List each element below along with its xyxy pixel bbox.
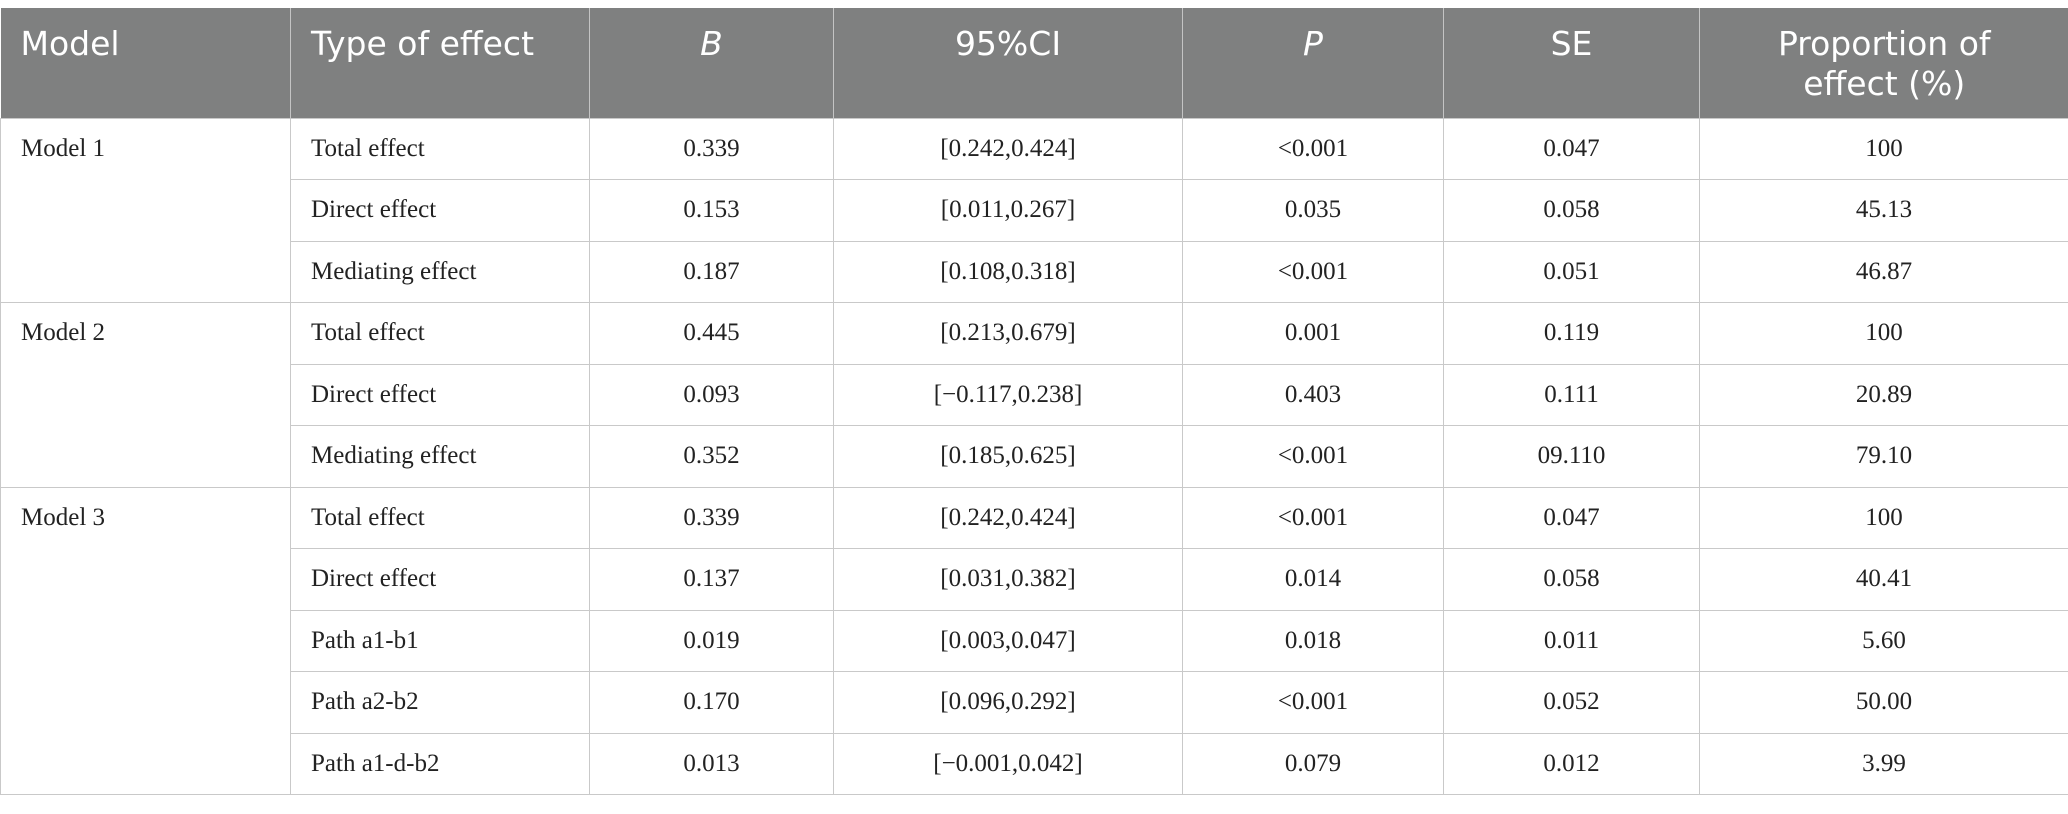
p-cell: <0.001 (1182, 486, 1444, 549)
b-cell: 0.093 (589, 363, 834, 426)
p-cell: <0.001 (1182, 425, 1444, 488)
table-header: Model Type of effect B 95%CI P SE Propor… (0, 8, 2068, 118)
b-cell: 0.013 (589, 732, 834, 795)
proportion-cell: 100 (1699, 486, 2068, 549)
effect-type-cell: Mediating effect (290, 240, 590, 303)
p-cell: 0.018 (1182, 609, 1444, 672)
b-cell: 0.339 (589, 117, 834, 180)
table-body: Model 1 Total effect 0.339 [0.242,0.424] <0.… (0, 117, 2068, 795)
header-row: Model Type of effect B 95%CI P SE Propor… (0, 8, 2068, 118)
b-cell: 0.019 (589, 609, 834, 672)
header-95ci: 95%CI (833, 8, 1183, 118)
p-cell: <0.001 (1182, 240, 1444, 303)
proportion-cell: 40.41 (1699, 548, 2068, 611)
proportion-cell: 79.10 (1699, 425, 2068, 488)
p-cell: 0.014 (1182, 548, 1444, 611)
b-cell: 0.339 (589, 486, 834, 549)
se-cell: 0.047 (1443, 117, 1700, 180)
effect-type-cell: Total effect (290, 117, 590, 180)
header-proportion-line1: Proportion of (1777, 24, 1991, 63)
p-cell: <0.001 (1182, 671, 1444, 734)
header-proportion: Proportion of effect (%) (1699, 8, 2068, 118)
model-cell: Model 2 (0, 302, 291, 488)
p-cell: 0.079 (1182, 732, 1444, 795)
b-cell: 0.137 (589, 548, 834, 611)
effect-type-cell: Total effect (290, 302, 590, 365)
se-cell: 0.012 (1443, 732, 1700, 795)
ci-cell: [0.003,0.047] (833, 609, 1183, 672)
b-cell: 0.352 (589, 425, 834, 488)
effect-type-cell: Path a1-d-b2 (290, 732, 590, 795)
proportion-cell: 5.60 (1699, 609, 2068, 672)
effect-type-cell: Direct effect (290, 179, 590, 242)
b-cell: 0.445 (589, 302, 834, 365)
effect-type-cell: Mediating effect (290, 425, 590, 488)
p-cell: 0.403 (1182, 363, 1444, 426)
se-cell: 0.051 (1443, 240, 1700, 303)
table-row: Mediating effect 0.187 [0.108,0.318] <0.001… (1, 240, 2068, 303)
table-row: Model 3 Total effect 0.339 [0.242,0.424] <0.… (0, 486, 2068, 795)
table-row: Mediating effect 0.352 [0.185,0.625] <0.001… (1, 425, 2068, 488)
effect-type-cell: Path a1-b1 (290, 609, 590, 672)
p-cell: <0.001 (1182, 117, 1444, 180)
proportion-cell: 3.99 (1699, 732, 2068, 795)
header-type-of-effect: Type of effect (290, 8, 590, 118)
table-row: Path a2-b2 0.170 [0.096,0.292] <0.001 0.052 5… (1, 671, 2068, 734)
se-cell: 0.058 (1443, 548, 1700, 611)
proportion-cell: 100 (1699, 302, 2068, 365)
proportion-cell: 20.89 (1699, 363, 2068, 426)
ci-cell: [0.096,0.292] (833, 671, 1183, 734)
ci-cell: [−0.001,0.042] (833, 732, 1183, 795)
ci-cell: [0.213,0.679] (833, 302, 1183, 365)
table-row: Direct effect 0.153 [0.011,0.267] 0.035 0.05… (1, 179, 2068, 242)
ci-cell: [0.185,0.625] (833, 425, 1183, 488)
se-cell: 0.011 (1443, 609, 1700, 672)
se-cell: 0.111 (1443, 363, 1700, 426)
proportion-cell: 100 (1699, 117, 2068, 180)
ci-cell: [0.242,0.424] (833, 486, 1183, 549)
se-cell: 0.047 (1443, 486, 1700, 549)
table-row: Direct effect 0.137 [0.031,0.382] 0.014 0.05… (1, 548, 2068, 611)
model-cell: Model 3 (0, 486, 291, 795)
p-cell: 0.001 (1182, 302, 1444, 365)
ci-cell: [0.242,0.424] (833, 117, 1183, 180)
table-row: Direct effect 0.093 [−0.117,0.238] 0.403 0.1… (1, 363, 2068, 426)
b-cell: 0.170 (589, 671, 834, 734)
ci-cell: [0.011,0.267] (833, 179, 1183, 242)
se-cell: 0.058 (1443, 179, 1700, 242)
header-proportion-line2: effect (%) (1803, 64, 1966, 103)
table-row: Model 1 Total effect 0.339 [0.242,0.424] <0.… (0, 117, 2068, 303)
table-row: Path a1-b1 0.019 [0.003,0.047] 0.018 0.011 5.… (1, 609, 2068, 672)
effect-type-cell: Total effect (290, 486, 590, 549)
ci-cell: [0.031,0.382] (833, 548, 1183, 611)
table-row: Path a1-d-b2 0.013 [−0.001,0.042] 0.079 0.01… (1, 732, 2068, 795)
header-b: B (589, 8, 834, 118)
table-row: Model 2 Total effect 0.445 [0.213,0.679] 0.0… (0, 302, 2068, 488)
effect-type-cell: Path a2-b2 (290, 671, 590, 734)
effects-table: Model Type of effect B 95%CI P SE Propor… (0, 8, 2068, 795)
header-se: SE (1443, 8, 1700, 118)
se-cell: 09.110 (1443, 425, 1700, 488)
p-cell: 0.035 (1182, 179, 1444, 242)
b-cell: 0.187 (589, 240, 834, 303)
proportion-cell: 46.87 (1699, 240, 2068, 303)
ci-cell: [0.108,0.318] (833, 240, 1183, 303)
proportion-cell: 45.13 (1699, 179, 2068, 242)
model-cell: Model 1 (0, 117, 291, 303)
header-model: Model (0, 8, 291, 118)
effect-type-cell: Direct effect (290, 363, 590, 426)
se-cell: 0.119 (1443, 302, 1700, 365)
se-cell: 0.052 (1443, 671, 1700, 734)
effect-type-cell: Direct effect (290, 548, 590, 611)
header-p: P (1182, 8, 1444, 118)
ci-cell: [−0.117,0.238] (833, 363, 1183, 426)
proportion-cell: 50.00 (1699, 671, 2068, 734)
b-cell: 0.153 (589, 179, 834, 242)
